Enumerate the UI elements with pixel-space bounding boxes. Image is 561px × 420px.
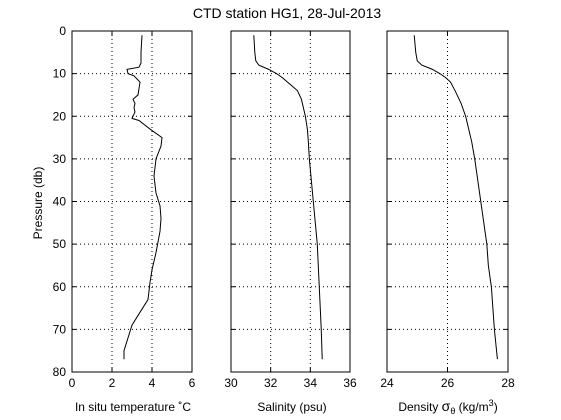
y-tick-label: 40	[53, 195, 67, 209]
y-tick-label: 30	[53, 152, 67, 166]
y-tick-label: 60	[53, 280, 67, 294]
profile-line	[253, 35, 323, 360]
x-tick-label: 26	[441, 376, 455, 390]
x-tick-label: 34	[304, 376, 318, 390]
pressure-axis-label: Pressure (db)	[31, 167, 45, 240]
profile-line	[413, 35, 498, 360]
y-tick-label: 10	[53, 67, 67, 81]
y-tick-label: 80	[53, 365, 67, 379]
x-tick-label: 36	[343, 376, 357, 390]
figure-title: CTD station HG1, 28-Jul-2013	[193, 5, 382, 21]
temperature-axis-label: In situ temperature ˚C	[75, 400, 191, 414]
y-tick-label: 70	[53, 322, 67, 336]
plot-area	[231, 31, 350, 372]
x-tick-label: 4	[149, 376, 156, 390]
axes-frame	[386, 30, 509, 373]
x-tick-label: 2	[109, 376, 116, 390]
x-tick-label: 28	[501, 376, 515, 390]
salinity-panel: Salinity (psu) 30 32 34 36	[224, 30, 357, 414]
axes-frame	[71, 30, 193, 373]
y-tick-label: 50	[53, 237, 67, 251]
density-axis-label: Density σθ (kg/m3)	[398, 398, 497, 416]
x-tick-label: 6	[189, 376, 196, 390]
x-tick-label: 24	[380, 376, 394, 390]
y-tick-label: 0	[59, 24, 66, 38]
temperature-panel: In situ temperature ˚C 0 2 4 60102030405060…	[53, 24, 196, 414]
axes-frame	[230, 30, 351, 373]
x-tick-label: 0	[69, 376, 76, 390]
density-panel: Density σθ (kg/m3) 24 26 28	[380, 30, 515, 416]
profile-line	[123, 35, 163, 360]
x-tick-label: 32	[264, 376, 278, 390]
salinity-axis-label: Salinity (psu)	[257, 400, 326, 414]
x-tick-label: 30	[224, 376, 238, 390]
y-tick-label: 20	[53, 109, 67, 123]
